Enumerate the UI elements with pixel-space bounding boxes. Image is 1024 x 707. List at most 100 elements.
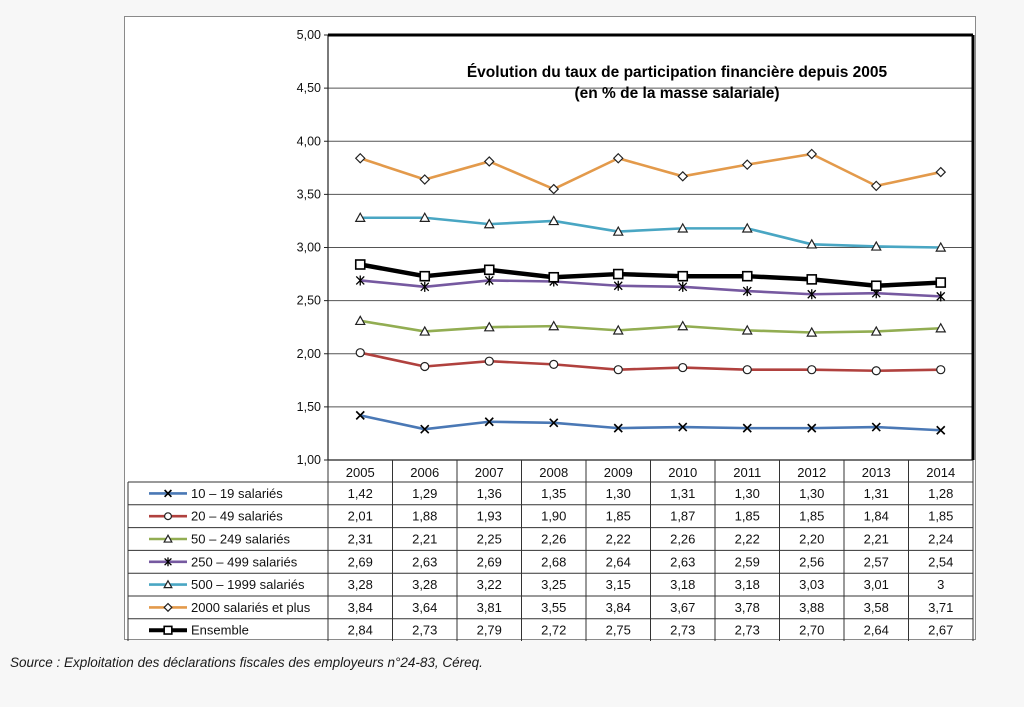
data-point	[806, 326, 818, 337]
legend-label: 500 – 1999 salariés	[191, 577, 305, 592]
legend-marker	[163, 533, 173, 543]
data-point	[484, 356, 494, 366]
table-value: 1,85	[799, 509, 824, 524]
table-value: 3,71	[928, 600, 953, 615]
data-point	[354, 259, 366, 270]
data-point	[935, 166, 947, 178]
data-point	[419, 270, 431, 282]
data-point	[355, 348, 365, 358]
y-tick-label: 2,00	[297, 347, 321, 361]
y-tick-label: 5,00	[297, 28, 321, 42]
x-tick-label: 2010	[668, 465, 697, 480]
y-tick-label: 3,50	[297, 187, 321, 201]
table-value: 2,20	[799, 532, 824, 547]
x-tick-label: 2006	[410, 465, 439, 480]
table-value: 3,88	[799, 600, 824, 615]
data-point	[420, 424, 430, 434]
table-value: 2,26	[541, 532, 566, 547]
table-value: 2,79	[477, 623, 502, 638]
table-value: 3,18	[735, 577, 760, 592]
data-point	[483, 218, 495, 229]
table-value: 2,21	[412, 532, 437, 547]
legend-label: Ensemble	[191, 623, 249, 638]
x-tick-label: 2009	[604, 465, 633, 480]
data-point	[420, 361, 430, 372]
data-point	[742, 286, 752, 297]
table-value: 1,28	[928, 486, 953, 501]
table-value: 2,72	[541, 623, 566, 638]
table-value: 2,84	[348, 623, 373, 638]
legend-label: 50 – 249 salariés	[191, 532, 291, 547]
data-point	[742, 423, 752, 433]
legend-label: 2000 salariés et plus	[191, 600, 311, 615]
table-value: 2,01	[348, 509, 373, 524]
data-point	[484, 275, 494, 286]
data-point	[548, 271, 560, 283]
series-line-4	[360, 279, 941, 298]
table-value: 2,57	[864, 554, 889, 569]
table-value: 3,84	[606, 600, 631, 615]
line-chart: 1,00 1,50 2,00 2,50 3,00 3,50 4,00 4,50 5,00 Évol…	[127, 28, 975, 641]
table-value: 3,58	[864, 600, 889, 615]
table-value: 2,73	[670, 623, 695, 638]
data-point	[678, 362, 688, 373]
table-value: 3,28	[348, 577, 373, 592]
x-tick-label: 2014	[926, 465, 955, 480]
table-value: 3,18	[670, 577, 695, 592]
data-point	[613, 365, 623, 375]
table-value: 2,56	[799, 554, 824, 569]
data-point	[807, 423, 817, 433]
data-point	[807, 289, 817, 300]
table-value: 3,67	[670, 600, 695, 615]
data-point	[483, 321, 495, 332]
data-point	[419, 212, 431, 222]
table-value: 3,28	[412, 577, 437, 592]
data-point	[935, 322, 947, 333]
table-value: 3,03	[799, 577, 824, 592]
data-point	[548, 215, 560, 226]
legend-marker	[164, 557, 172, 567]
data-point	[935, 241, 947, 252]
chart-frame: 1,00 1,50 2,00 2,50 3,00 3,50 4,00 4,50 5,00 Évol…	[124, 16, 976, 641]
data-point	[871, 422, 881, 432]
data-point	[613, 423, 623, 433]
data-point	[742, 365, 752, 375]
table-value: 2,21	[864, 532, 889, 547]
chart-subtitle: (en % de la masse salariale)	[574, 85, 779, 102]
data-point	[806, 238, 818, 249]
table-value: 3,55	[541, 600, 566, 615]
y-tick-label: 1,50	[297, 400, 321, 414]
data-point	[678, 422, 688, 432]
table-value: 1,30	[799, 486, 824, 501]
table-value: 3,15	[606, 577, 631, 592]
data-point	[420, 281, 430, 292]
data-point	[870, 240, 882, 251]
data-point	[677, 222, 689, 233]
legend-marker	[163, 512, 172, 521]
table-value: 2,73	[735, 623, 760, 638]
legend-marker	[164, 489, 172, 498]
data-point	[484, 417, 494, 427]
data-point	[677, 320, 689, 331]
table-value: 1,31	[670, 486, 695, 501]
data-point	[741, 222, 753, 233]
data-point	[549, 359, 559, 369]
legend-marker	[163, 602, 173, 613]
data-point	[419, 325, 431, 336]
data-point	[741, 159, 753, 170]
table-value: 1,87	[670, 509, 695, 524]
data-point	[548, 183, 560, 195]
data-point	[612, 324, 624, 335]
data-point	[870, 325, 882, 336]
data-point	[354, 152, 366, 164]
data-point	[483, 264, 495, 276]
table-value: 1,30	[606, 486, 631, 501]
table-value: 2,75	[606, 623, 631, 638]
table-value: 1,93	[477, 509, 502, 524]
table-value: 3,01	[864, 577, 889, 592]
data-point	[936, 291, 946, 302]
table-value: 2,63	[670, 554, 695, 569]
data-point	[355, 410, 365, 420]
table-value: 2,31	[348, 532, 373, 547]
data-point	[354, 212, 366, 222]
